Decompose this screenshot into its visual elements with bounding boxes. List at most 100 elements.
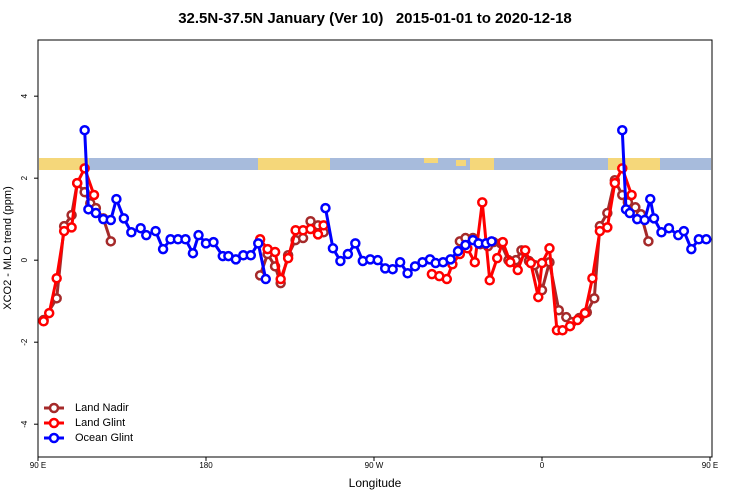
data-point: [387, 263, 398, 275]
data-point: [639, 214, 650, 226]
data-point: [519, 245, 531, 256]
data-point: [572, 314, 583, 326]
data-point: [105, 214, 117, 226]
y-tick-label: -2: [20, 338, 29, 346]
data-point: [536, 257, 548, 269]
legend-label: Ocean Glint: [75, 432, 133, 444]
data-point: [245, 250, 257, 261]
data-point: [445, 254, 456, 265]
data-point: [312, 229, 324, 240]
data-point: [441, 273, 453, 285]
data-point: [135, 222, 146, 234]
land-strip: [258, 158, 330, 170]
data-point: [327, 243, 339, 254]
legend-label: Land Glint: [75, 417, 125, 429]
data-point: [678, 225, 690, 237]
data-point: [318, 220, 329, 231]
data-point: [394, 256, 406, 268]
data-point: [602, 222, 613, 233]
data-point: [491, 252, 503, 264]
data-point: [66, 222, 77, 233]
data-point: [589, 293, 600, 304]
data-point: [409, 261, 421, 272]
x-tick-label: 90 E: [702, 461, 718, 470]
plot-frame: [37, 39, 713, 458]
data-point: [648, 213, 660, 224]
y-tick-label: 2: [20, 175, 29, 180]
legend-marker: [48, 432, 60, 444]
x-tick-label: 90 E: [30, 461, 46, 470]
x-tick-label: 90 W: [365, 461, 384, 470]
y-tick-label: -4: [20, 420, 29, 428]
y-axis-label: XCO2 - MLO trend (ppm): [2, 186, 14, 309]
data-point: [525, 257, 537, 269]
data-point: [342, 248, 354, 260]
x-axis-label: Longitude: [349, 476, 402, 490]
data-point: [51, 272, 62, 284]
data-point: [617, 124, 628, 136]
data-point: [187, 247, 199, 259]
data-point: [79, 124, 90, 136]
data-point: [71, 177, 83, 189]
legend-label: Land Nadir: [75, 402, 129, 414]
data-point: [111, 193, 122, 205]
data-point: [701, 234, 712, 245]
data-point: [335, 255, 346, 267]
data-point: [282, 252, 294, 264]
data-point: [512, 264, 523, 276]
land-strip: [456, 160, 466, 166]
data-point: [275, 273, 286, 285]
data-point: [180, 234, 191, 245]
data-point: [193, 229, 204, 241]
series-line: [83, 130, 707, 280]
data-point: [486, 236, 497, 247]
x-tick-label: 0: [540, 461, 545, 470]
land-strip: [470, 158, 494, 170]
data-point: [88, 189, 100, 201]
data-point: [126, 227, 137, 238]
data-point: [141, 229, 152, 241]
data-point: [624, 207, 635, 219]
data-point: [372, 254, 383, 266]
data-point: [645, 193, 656, 205]
x-tick-label: 180: [199, 461, 213, 470]
data-point: [579, 307, 591, 319]
data-point: [452, 245, 464, 257]
data-point: [320, 202, 331, 214]
data-point: [663, 222, 675, 234]
data-point: [686, 243, 697, 255]
y-tick-label: 0: [20, 257, 29, 262]
data-point: [350, 238, 361, 249]
data-point: [402, 268, 413, 279]
data-point: [208, 236, 219, 248]
data-point: [477, 197, 488, 208]
data-point: [587, 272, 598, 284]
data-point: [564, 320, 576, 332]
data-point: [626, 189, 637, 201]
data-point: [609, 177, 621, 189]
data-point: [460, 239, 471, 251]
chart-title: 32.5N-37.5N January (Ver 10) 2015-01-01 …: [178, 10, 572, 27]
data-point: [260, 273, 271, 285]
data-point: [38, 316, 49, 327]
data-point: [157, 243, 169, 255]
data-point: [557, 325, 568, 336]
data-point: [656, 227, 667, 238]
land-mask-strip: [39, 158, 711, 170]
data-point: [497, 236, 509, 248]
legend-marker: [48, 402, 60, 414]
data-point: [118, 213, 130, 224]
data-point: [230, 254, 242, 265]
data-point: [253, 238, 264, 249]
data-point: [643, 236, 654, 247]
data-point: [305, 223, 316, 235]
data-point: [269, 246, 281, 258]
land-strip: [39, 158, 89, 170]
land-strip: [608, 158, 660, 170]
data-point: [469, 256, 481, 268]
land-strip: [424, 158, 438, 163]
data-point: [105, 236, 117, 247]
data-point: [505, 256, 516, 268]
data-point: [150, 225, 161, 237]
